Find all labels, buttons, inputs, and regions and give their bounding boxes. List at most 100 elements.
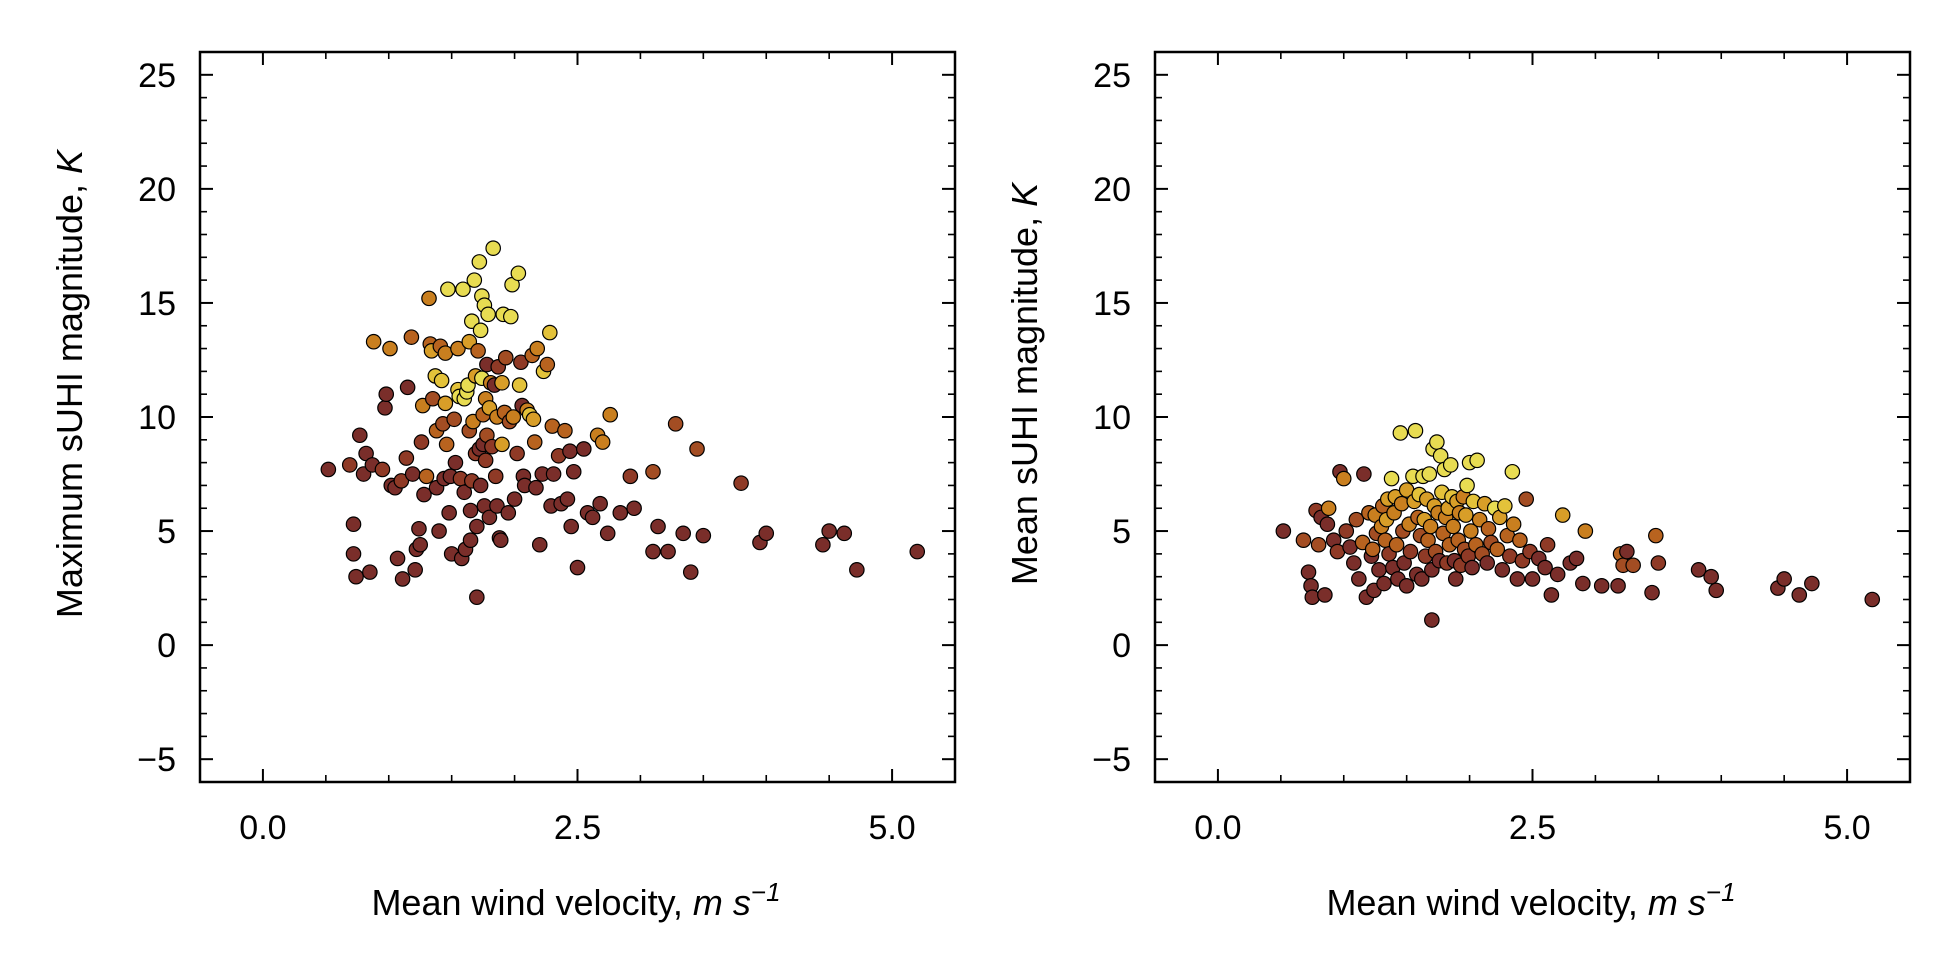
data-point — [1480, 520, 1497, 537]
data-point — [362, 564, 378, 580]
data-point — [1348, 511, 1365, 528]
data-point — [1356, 466, 1372, 482]
data-point — [645, 543, 661, 560]
data-point — [511, 377, 528, 393]
data-point — [1371, 562, 1387, 578]
data-point — [594, 434, 611, 450]
data-point — [592, 495, 608, 512]
data-point — [1575, 575, 1591, 592]
data-point — [510, 265, 527, 282]
data-point — [689, 441, 705, 457]
data-point — [1388, 536, 1405, 553]
data-point — [1549, 566, 1566, 583]
data-point — [1317, 587, 1333, 603]
data-point — [492, 532, 509, 548]
data-point — [477, 452, 494, 469]
data-point — [1568, 550, 1585, 567]
data-point — [456, 484, 473, 501]
data-point — [382, 340, 398, 357]
data-point — [1619, 543, 1635, 560]
data-point — [557, 422, 573, 439]
data-point — [1648, 527, 1664, 544]
data-point — [1524, 571, 1541, 587]
data-point — [403, 329, 420, 345]
data-point — [462, 532, 479, 548]
y-axis-label: Mean sUHI magnitude, K — [1004, 181, 1045, 585]
data-point — [1463, 523, 1479, 539]
data-point — [1791, 587, 1808, 603]
y-tick-label: 25 — [1093, 57, 1131, 95]
data-point — [1494, 562, 1511, 578]
data-point — [821, 523, 837, 539]
data-point — [404, 466, 421, 482]
data-point — [487, 468, 504, 485]
data-point — [1509, 571, 1526, 587]
data-point — [1644, 584, 1660, 601]
data-point — [1335, 470, 1352, 487]
data-point — [365, 333, 382, 350]
data-point — [378, 386, 395, 402]
data-point — [416, 486, 432, 503]
data-point — [695, 527, 712, 544]
data-point — [569, 559, 586, 576]
y-tick-label: 15 — [138, 285, 176, 323]
data-point — [469, 518, 485, 535]
data-point — [1421, 466, 1438, 482]
data-point — [1429, 434, 1445, 450]
data-point — [412, 536, 429, 553]
data-point — [526, 434, 543, 450]
data-point — [418, 468, 435, 485]
data-point — [411, 520, 427, 537]
data-point — [1505, 516, 1522, 533]
x-tick-label: 2.5 — [1509, 809, 1556, 847]
data-point — [447, 454, 464, 471]
data-point — [1577, 523, 1594, 539]
points-group — [320, 240, 926, 606]
data-point — [660, 543, 676, 560]
data-point — [1539, 536, 1556, 553]
data-point — [584, 509, 601, 526]
y-tick-label: 10 — [138, 399, 176, 437]
data-point — [1650, 555, 1667, 571]
data-point — [485, 240, 501, 256]
data-point — [509, 445, 525, 462]
data-point — [528, 479, 544, 496]
data-point — [441, 505, 457, 521]
data-point — [559, 491, 576, 507]
data-point — [622, 468, 639, 485]
data-point — [1319, 516, 1336, 533]
data-point — [393, 473, 410, 489]
data-point — [849, 562, 865, 578]
data-point — [1776, 571, 1792, 587]
data-point — [1351, 571, 1367, 587]
data-point — [513, 354, 529, 371]
data-point — [472, 322, 489, 339]
data-point — [494, 436, 510, 453]
data-point — [1407, 422, 1424, 439]
data-point — [470, 343, 486, 359]
data-point — [562, 443, 578, 460]
data-point — [394, 571, 411, 587]
data-point — [1864, 591, 1881, 608]
y-tick-label: −5 — [137, 741, 176, 779]
data-point — [1383, 470, 1400, 487]
data-point — [500, 505, 517, 521]
plot-frame — [198, 50, 957, 784]
x-tick-label: 0.0 — [239, 809, 286, 847]
data-point — [413, 434, 430, 450]
points-group — [1275, 422, 1881, 628]
data-point — [1554, 507, 1571, 523]
data-point — [1445, 518, 1462, 535]
data-point — [1497, 498, 1513, 514]
data-point — [565, 463, 582, 480]
data-point — [667, 416, 684, 432]
data-point — [815, 536, 831, 553]
data-point — [542, 324, 558, 341]
data-point — [1464, 559, 1480, 576]
x-axis-label: Mean wind velocity, m s−1 — [1326, 877, 1735, 923]
data-point — [1504, 463, 1521, 480]
y-tick-label: 0 — [157, 627, 176, 665]
data-point — [438, 436, 455, 453]
data-point — [1310, 536, 1327, 553]
data-point — [450, 340, 466, 357]
